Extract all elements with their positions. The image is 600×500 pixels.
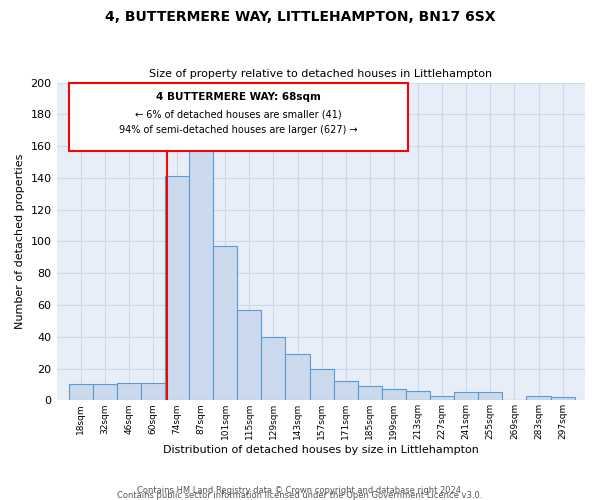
Bar <box>406 391 430 400</box>
X-axis label: Distribution of detached houses by size in Littlehampton: Distribution of detached houses by size … <box>163 445 479 455</box>
Text: Contains public sector information licensed under the Open Government Licence v3: Contains public sector information licen… <box>118 491 482 500</box>
Bar <box>526 396 551 400</box>
Bar <box>165 176 189 400</box>
Text: 4 BUTTERMERE WAY: 68sqm: 4 BUTTERMERE WAY: 68sqm <box>156 92 320 102</box>
Bar <box>358 386 382 400</box>
Bar <box>310 368 334 400</box>
Bar <box>382 389 406 400</box>
Bar <box>68 82 407 151</box>
Bar <box>334 381 358 400</box>
Bar <box>478 392 502 400</box>
Bar <box>141 383 165 400</box>
Text: 94% of semi-detached houses are larger (627) →: 94% of semi-detached houses are larger (… <box>119 126 358 136</box>
Bar <box>430 396 454 400</box>
Bar <box>551 397 575 400</box>
Bar <box>237 310 262 400</box>
Bar <box>117 383 141 400</box>
Y-axis label: Number of detached properties: Number of detached properties <box>15 154 25 329</box>
Bar <box>454 392 478 400</box>
Text: 4, BUTTERMERE WAY, LITTLEHAMPTON, BN17 6SX: 4, BUTTERMERE WAY, LITTLEHAMPTON, BN17 6… <box>105 10 495 24</box>
Text: ← 6% of detached houses are smaller (41): ← 6% of detached houses are smaller (41) <box>135 110 341 120</box>
Bar <box>189 146 213 401</box>
Bar <box>213 246 237 400</box>
Title: Size of property relative to detached houses in Littlehampton: Size of property relative to detached ho… <box>149 69 493 79</box>
Bar <box>262 336 286 400</box>
Bar <box>286 354 310 401</box>
Text: Contains HM Land Registry data © Crown copyright and database right 2024.: Contains HM Land Registry data © Crown c… <box>137 486 463 495</box>
Bar <box>68 384 92 400</box>
Bar <box>92 384 117 400</box>
